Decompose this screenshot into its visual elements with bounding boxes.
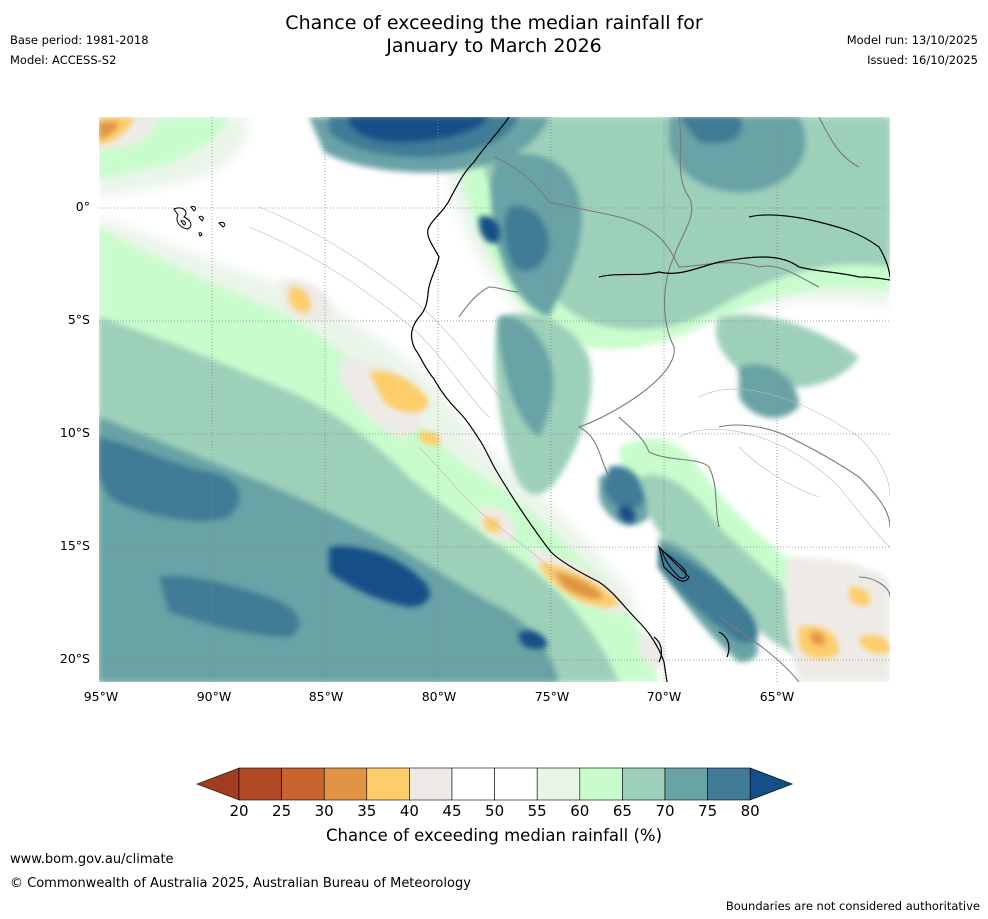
model-run: Model run: 13/10/2025 xyxy=(846,33,978,47)
colorbar-tick-label: 75 xyxy=(698,802,718,820)
colorbar-tick-label: 65 xyxy=(612,802,632,820)
colorbar-swatch xyxy=(281,767,325,801)
model-name: Model: ACCESS-S2 xyxy=(10,53,117,67)
colorbar-tick-label: 35 xyxy=(357,802,377,820)
colorbar-tick-label: 80 xyxy=(740,802,760,820)
colorbar-swatch xyxy=(622,767,666,801)
coastline xyxy=(410,117,890,682)
colorbar-graphic xyxy=(196,767,794,801)
country-borders xyxy=(458,117,890,682)
lat-label-10s: 10°S xyxy=(59,425,90,440)
disclaimer: Boundaries are not considered authoritat… xyxy=(725,899,980,913)
lat-label-20s: 20°S xyxy=(59,651,90,666)
lon-label-85w: 85°W xyxy=(308,689,344,704)
colorbar-swatch xyxy=(409,767,453,801)
colorbar-swatch xyxy=(579,767,623,801)
lon-label-90w: 90°W xyxy=(196,689,232,704)
lon-label-80w: 80°W xyxy=(421,689,457,704)
colorbar-swatch xyxy=(707,767,751,801)
lat-label-0: 0° xyxy=(75,199,90,214)
issued-date: Issued: 16/10/2025 xyxy=(867,53,978,67)
colorbar-tick-label: 70 xyxy=(655,802,675,820)
colorbar-swatch xyxy=(451,767,495,801)
lake-titicaca xyxy=(661,549,687,579)
colorbar-swatch xyxy=(664,767,708,801)
lon-label-70w: 70°W xyxy=(646,689,682,704)
title-line-2: January to March 2026 xyxy=(386,35,602,57)
colorbar-swatch xyxy=(238,767,282,801)
rainfall-map-graphic xyxy=(99,117,890,682)
colorbar-tick-label: 50 xyxy=(485,802,505,820)
colorbar-extend-high xyxy=(749,767,794,801)
colorbar-label: Chance of exceeding median rainfall (%) xyxy=(325,826,663,845)
lat-label-15s: 15°S xyxy=(59,538,90,553)
title-line-1: Chance of exceeding the median rainfall … xyxy=(285,12,703,34)
colorbar-tick-label: 20 xyxy=(229,802,249,820)
colorbar xyxy=(196,766,796,806)
lat-label-5s: 5°S xyxy=(67,312,90,327)
rainfall-map xyxy=(99,117,890,682)
lon-label-75w: 75°W xyxy=(534,689,570,704)
colorbar-tick-label: 40 xyxy=(399,802,419,820)
lon-label-95w: 95°W xyxy=(83,689,119,704)
meta-left: Base period: 1981-2018 Model: ACCESS-S2 xyxy=(10,30,149,70)
colorbar-tick-label: 55 xyxy=(527,802,547,820)
lon-label-65w: 65°W xyxy=(759,689,795,704)
base-period: Base period: 1981-2018 xyxy=(10,33,149,47)
website-url[interactable]: www.bom.gov.au/climate xyxy=(10,852,174,867)
colorbar-extend-low xyxy=(196,767,240,801)
graticule xyxy=(99,117,890,682)
colorbar-tick-label: 45 xyxy=(442,802,462,820)
colorbar-tick-label: 30 xyxy=(314,802,334,820)
meta-right: Model run: 13/10/2025 Issued: 16/10/2025 xyxy=(847,30,978,70)
colorbar-swatch xyxy=(323,767,368,801)
galapagos-islands xyxy=(173,206,226,237)
colorbar-swatch xyxy=(494,767,538,801)
map-title: Chance of exceeding the median rainfall … xyxy=(0,12,988,58)
colorbar-swatch xyxy=(366,767,410,801)
colorbar-tick-label: 25 xyxy=(272,802,292,820)
copyright-notice: © Commonwealth of Australia 2025, Austra… xyxy=(10,876,471,891)
colorbar-tick-label: 60 xyxy=(570,802,590,820)
colorbar-swatch xyxy=(536,767,581,801)
